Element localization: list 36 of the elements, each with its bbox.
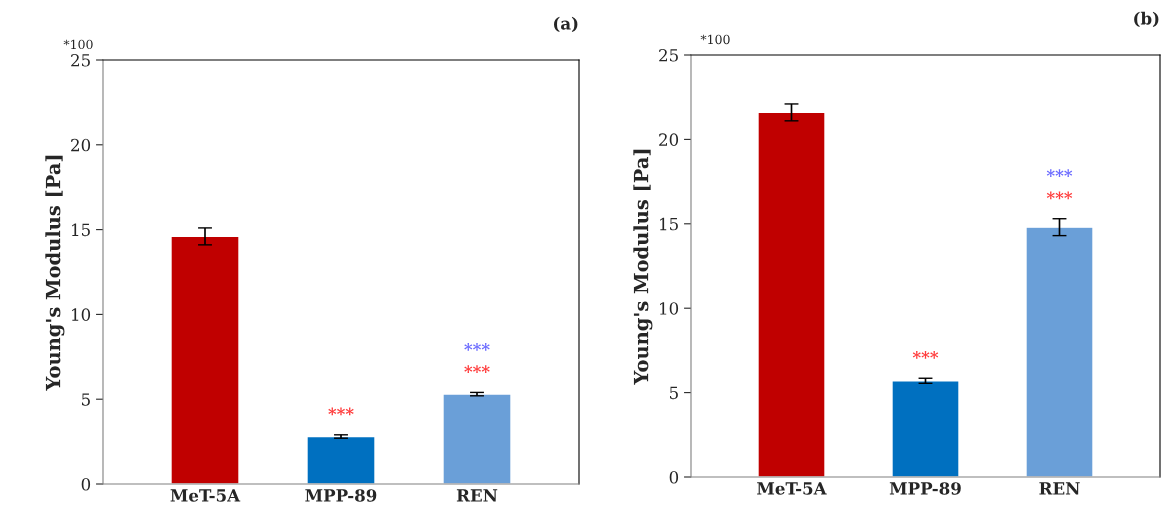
text: *100 [63,39,93,50]
y-tick-label: 0 [669,470,679,484]
bar [891,380,960,477]
text: *100 [700,34,730,45]
annotation: *** [464,365,490,373]
x-tick-label: MeT-5A [757,482,827,495]
y-tick-label: 20 [71,138,91,152]
y-axis-title: Young's Modulus [Pa] [633,149,653,385]
annotation: *** [1046,191,1073,200]
x-tick-label: MeT-5A [170,489,241,502]
y-tick-label: 15 [72,223,90,237]
annotation: *** [1046,169,1073,178]
annotation: *** [328,407,354,416]
y-tick-label: 20 [659,133,679,146]
bar [1025,226,1094,477]
x-tick-label: REN [456,489,498,502]
chart-title: (a) [554,16,578,33]
y-tick-label: 5 [670,386,678,400]
x-tick-label: MPP-89 [305,489,377,502]
annotation: *** [912,351,939,359]
y-tick-label: 5 [82,393,90,406]
bar [170,235,240,484]
y-tick-label: 25 [71,53,90,67]
y-tick-label: 15 [660,217,678,231]
y-tick-label: 0 [81,477,91,491]
y-tick-label: 10 [72,308,91,321]
y-axis-title: Young's Modulus [Pa] [45,155,65,391]
annotation: *** [464,342,490,351]
bar [442,393,512,484]
y-tick-label: 25 [659,48,678,62]
y-tick-label: 10 [660,302,679,315]
x-tick-label: REN [1039,482,1080,495]
bar [306,435,376,484]
chart-title: (b) [1134,11,1159,28]
bar [757,111,826,477]
x-tick-label: MPP-89 [889,482,961,495]
